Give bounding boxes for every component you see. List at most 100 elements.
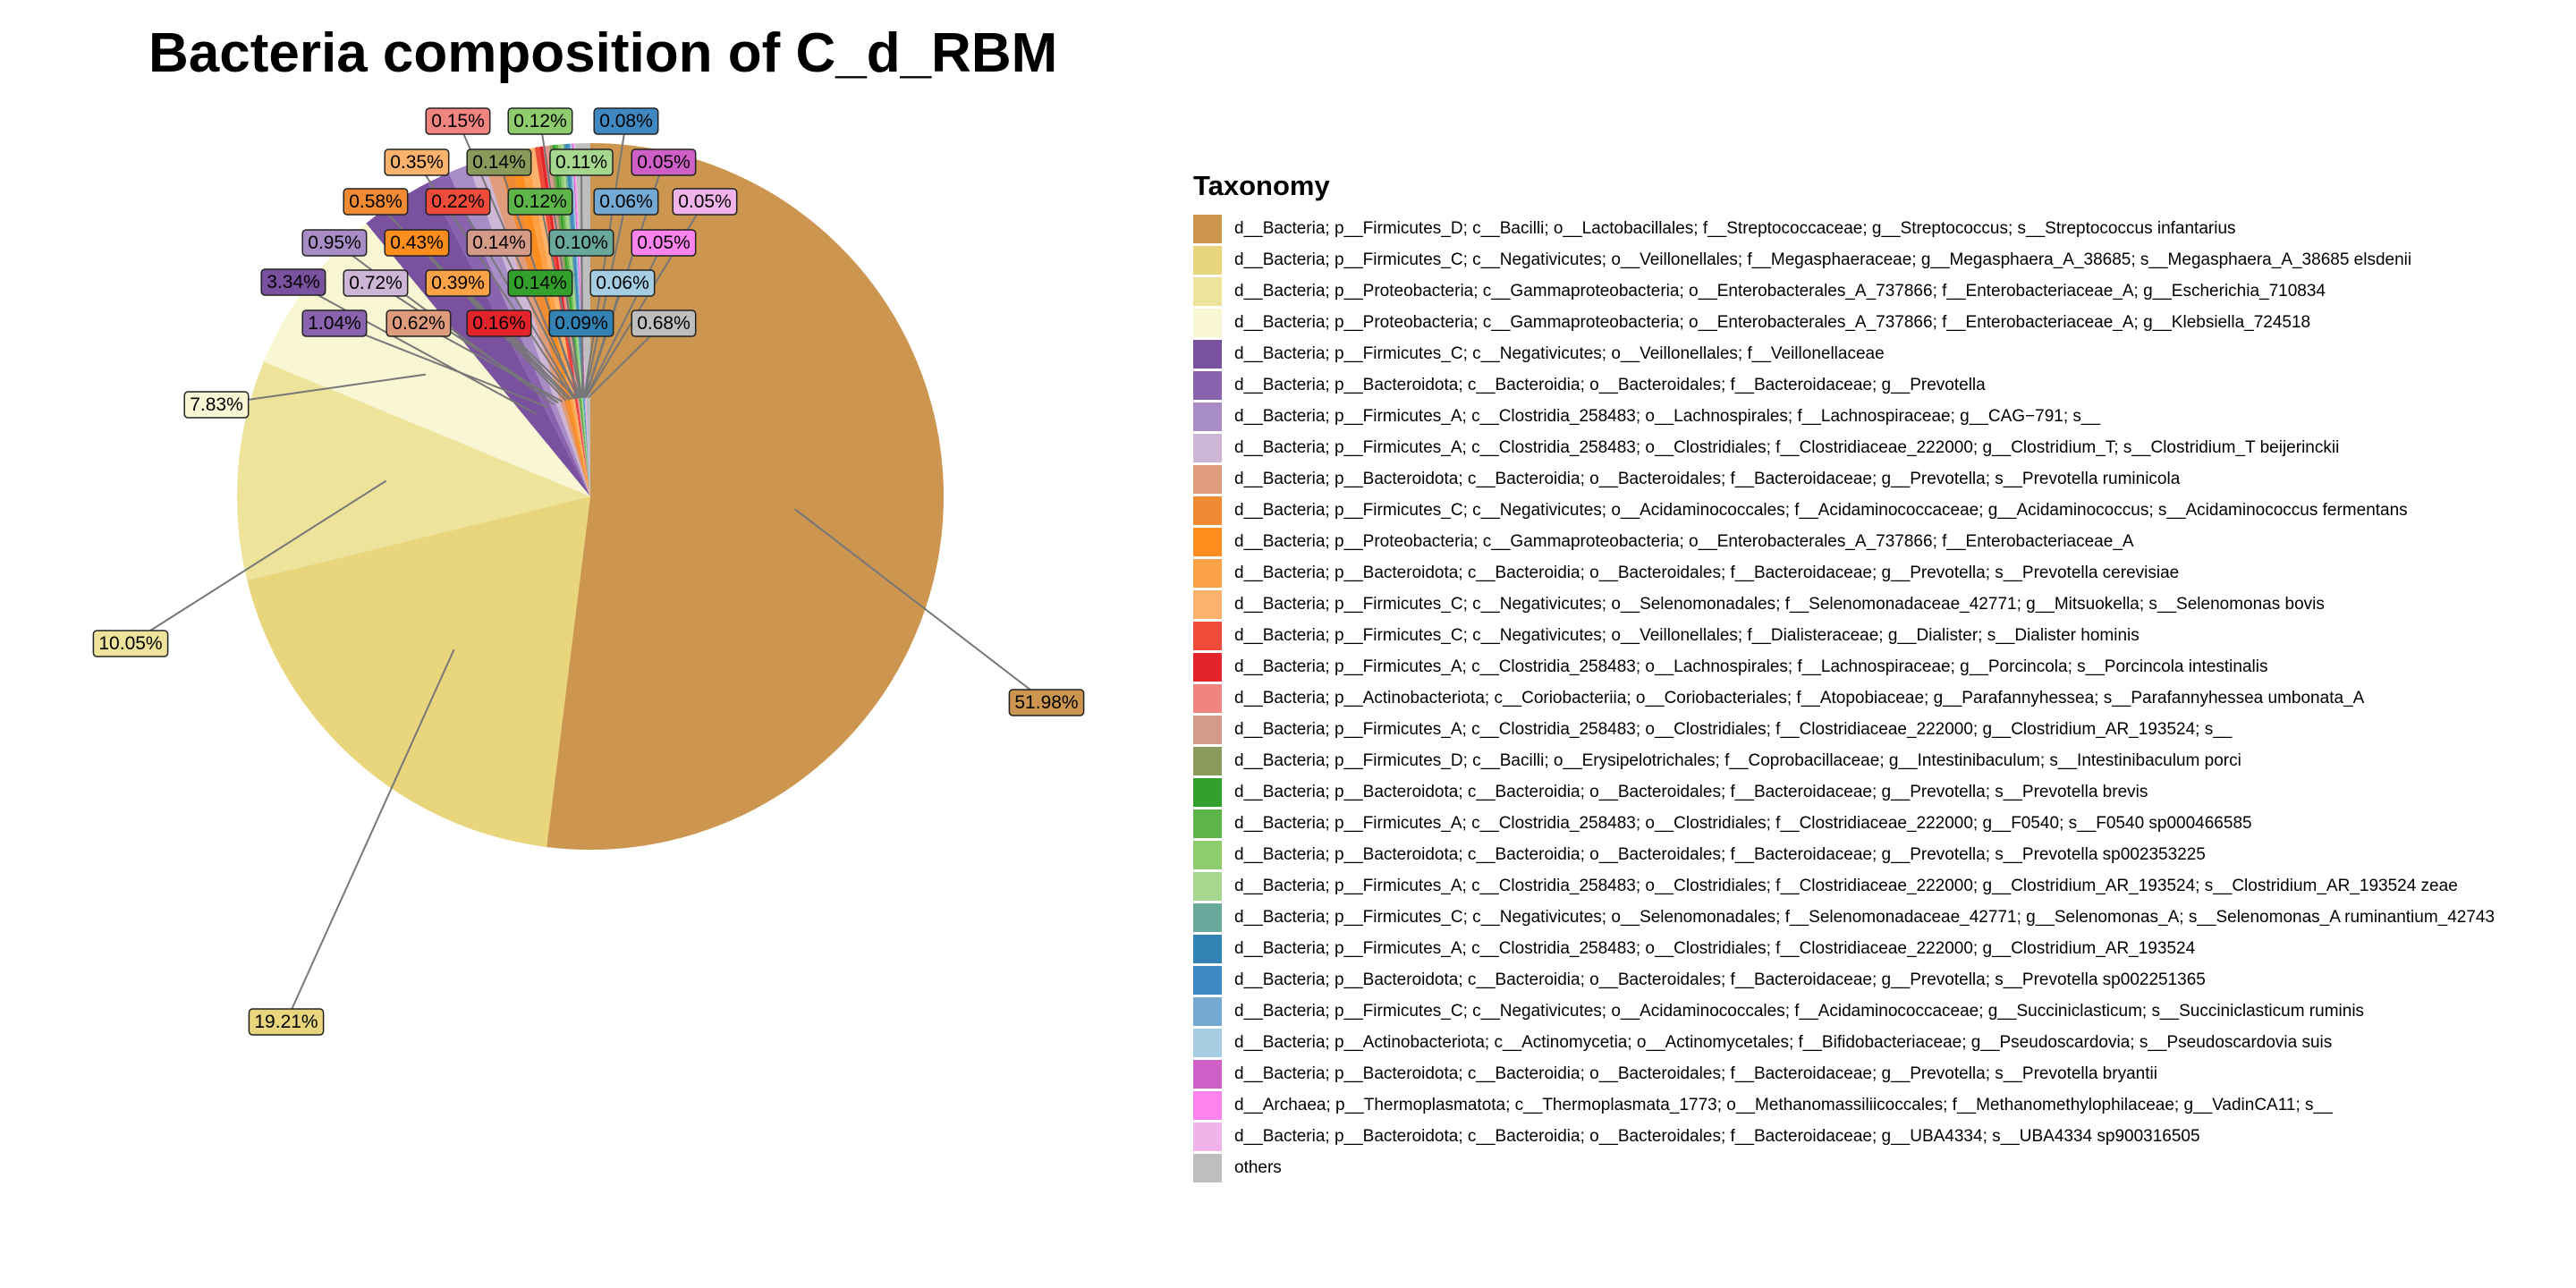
legend-title: Taxonomy [1193, 170, 1330, 201]
legend-item: d__Bacteria; p__Firmicutes_D; c__Bacilli… [1193, 213, 2495, 244]
legend-item: d__Bacteria; p__Bacteroidota; c__Bactero… [1193, 964, 2495, 996]
legend-item: d__Bacteria; p__Firmicutes_C; c__Negativ… [1193, 902, 2495, 933]
leader-line [584, 242, 665, 398]
legend-label: d__Bacteria; p__Bacteroidota; c__Bactero… [1234, 844, 2206, 864]
percentage-label: 0.05% [672, 188, 738, 216]
percentage-label-box [631, 229, 697, 257]
leader-line [130, 479, 387, 644]
legend-color-key [1193, 433, 1222, 462]
percentage-label: 0.14% [507, 269, 573, 297]
legend-label: d__Bacteria; p__Firmicutes_C; c__Negativ… [1234, 907, 2496, 927]
percentage-label-text: 0.14% [472, 152, 526, 173]
legend-item: d__Bacteria; p__Bacteroidota; c__Bactero… [1193, 557, 2495, 589]
legend-label: d__Bacteria; p__Firmicutes_C; c__Negativ… [1234, 343, 1885, 363]
percentage-label: 0.22% [425, 188, 491, 216]
percentage-label-box [425, 269, 491, 297]
legend-item: d__Bacteria; p__Firmicutes_A; c__Clostri… [1193, 401, 2495, 432]
percentage-label-box [301, 309, 368, 337]
percentage-label-text: 0.11% [555, 152, 607, 173]
pie-slice [237, 361, 590, 580]
legend-item: d__Bacteria; p__Bacteroidota; c__Bactero… [1193, 369, 2495, 401]
percentage-label-box [507, 107, 573, 135]
percentage-label: 0.95% [301, 229, 368, 257]
leader-line [539, 200, 582, 399]
percentage-label-box [672, 188, 738, 216]
legend-item: d__Bacteria; p__Bacteroidota; c__Bactero… [1193, 463, 2495, 495]
leader-line [794, 508, 1047, 703]
percentage-labels: 51.98% 19.21% 10.05% 7.83% 3.34% 1.04% 0.95% 0.… [92, 107, 1085, 1036]
legend-color-key [1193, 965, 1222, 995]
legend-item: d__Archaea; p__Thermoplasmatota; c__Ther… [1193, 1089, 2495, 1121]
percentage-label: 0.58% [343, 188, 409, 216]
percentage-label-box [593, 188, 659, 216]
percentage-label-text: 19.21% [254, 1012, 318, 1032]
leader-line [583, 200, 627, 398]
legend-color-key [1193, 464, 1222, 494]
percentage-label: 0.06% [593, 188, 659, 216]
leader-line [539, 120, 583, 398]
pie-chart: 51.98% 19.21% 10.05% 7.83% 3.34% 1.04% 0.95% 0.… [92, 107, 1085, 1036]
percentage-label: 0.16% [466, 309, 532, 337]
percentage-label: 0.10% [548, 229, 614, 257]
leader-line [334, 322, 548, 409]
leader-line [285, 648, 455, 1022]
legend-label: d__Bacteria; p__Proteobacteria; c__Gamma… [1234, 531, 2134, 551]
legend-item: d__Bacteria; p__Firmicutes_C; c__Negativ… [1193, 338, 2495, 369]
legend-label: d__Bacteria; p__Firmicutes_C; c__Negativ… [1234, 500, 2408, 520]
legend-color-key [1193, 402, 1222, 431]
legend-item: d__Bacteria; p__Firmicutes_D; c__Bacilli… [1193, 745, 2495, 776]
percentage-label: 51.98% [1008, 689, 1085, 716]
percentage-label-box [593, 107, 659, 135]
legend-color-key [1193, 934, 1222, 963]
legend-color-key [1193, 370, 1222, 400]
legend-label: d__Bacteria; p__Firmicutes_D; c__Bacilli… [1234, 218, 2236, 238]
legend: Taxonomy d__Bacteria; p__Firmicutes_D; c… [1193, 170, 2495, 1183]
percentage-label: 0.09% [548, 309, 614, 337]
percentage-label-text: 0.06% [599, 191, 653, 212]
percentage-label-box [548, 229, 614, 257]
percentage-label-text: 0.15% [431, 111, 485, 131]
percentage-label-box [466, 229, 532, 257]
legend-color-key [1193, 276, 1222, 306]
legend-item: d__Bacteria; p__Proteobacteria; c__Gamma… [1193, 307, 2495, 338]
percentage-label-box [248, 1008, 325, 1036]
percentage-label: 0.12% [507, 188, 573, 216]
legend-label: d__Bacteria; p__Proteobacteria; c__Gamma… [1234, 312, 2311, 332]
legend-color-key [1193, 871, 1222, 901]
legend-items: d__Bacteria; p__Firmicutes_D; c__Bacilli… [1193, 213, 2495, 1183]
legend-item: d__Bacteria; p__Bacteroidota; c__Bactero… [1193, 776, 2495, 808]
percentage-label-text: 51.98% [1014, 692, 1078, 713]
legend-item: d__Bacteria; p__Firmicutes_A; c__Clostri… [1193, 651, 2495, 682]
legend-label: d__Bacteria; p__Firmicutes_A; c__Clostri… [1234, 437, 2340, 457]
percentage-label-box [260, 268, 326, 296]
percentage-label-text: 0.09% [555, 313, 608, 334]
percentage-label-box [548, 309, 614, 337]
legend-label: d__Bacteria; p__Firmicutes_A; c__Clostri… [1234, 876, 2458, 895]
percentage-label: 0.11% [549, 148, 614, 176]
legend-color-key [1193, 809, 1222, 838]
percentage-label-text: 0.05% [637, 233, 691, 253]
legend-label: d__Bacteria; p__Firmicutes_A; c__Clostri… [1234, 657, 2268, 676]
legend-color-key [1193, 996, 1222, 1026]
legend-item: d__Bacteria; p__Proteobacteria; c__Gamma… [1193, 526, 2495, 557]
percentage-label: 0.14% [466, 148, 532, 176]
legend-label: d__Archaea; p__Thermoplasmatota; c__Ther… [1234, 1095, 2333, 1114]
legend-color-key [1193, 683, 1222, 713]
percentage-label-text: 0.58% [349, 191, 402, 212]
percentage-label: 0.72% [343, 269, 409, 297]
percentage-label-text: 0.72% [349, 273, 402, 293]
pie-slice [366, 182, 590, 496]
legend-color-key [1193, 621, 1222, 650]
leader-line [457, 282, 572, 401]
percentage-label-text: 0.62% [392, 313, 445, 334]
percentage-label-box [466, 309, 532, 337]
legend-item: d__Bacteria; p__Firmicutes_C; c__Negativ… [1193, 996, 2495, 1027]
legend-label: d__Bacteria; p__Firmicutes_C; c__Negativ… [1234, 1001, 2365, 1021]
chart-title: Bacteria composition of C_d_RBM [148, 22, 1058, 84]
percentage-label: 0.05% [631, 229, 697, 257]
leader-line [583, 120, 627, 398]
legend-item: d__Bacteria; p__Firmicutes_A; c__Clostri… [1193, 870, 2495, 902]
legend-label: d__Bacteria; p__Firmicutes_A; c__Clostri… [1234, 813, 2252, 833]
legend-label: d__Bacteria; p__Firmicutes_A; c__Clostri… [1234, 719, 2233, 739]
percentage-label: 0.06% [589, 269, 656, 297]
